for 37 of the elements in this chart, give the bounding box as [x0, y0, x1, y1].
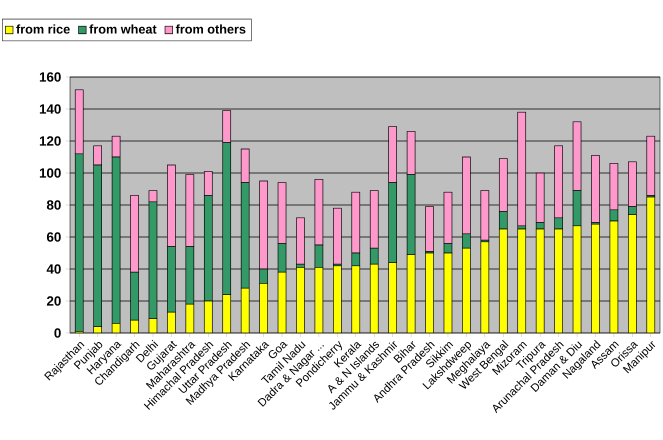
y-tick-label: 20 — [46, 296, 61, 306]
bar — [628, 214, 637, 333]
y-tick-label: 60 — [46, 232, 61, 242]
legend-label: from others — [176, 24, 246, 34]
bar — [314, 267, 324, 333]
y-tick-label: 40 — [46, 264, 61, 274]
bar — [167, 312, 176, 333]
bar — [425, 206, 434, 252]
bar — [204, 300, 213, 333]
bar — [186, 304, 194, 333]
bar — [480, 241, 490, 333]
y-tick-label: 0 — [54, 328, 61, 338]
y-tick-label: 140 — [40, 104, 61, 114]
bar — [610, 220, 618, 333]
bar — [388, 262, 397, 333]
legend-label: from rice — [16, 24, 70, 34]
bar — [296, 217, 305, 265]
bar — [333, 208, 342, 265]
y-tick-label: 100 — [40, 168, 61, 178]
bar — [406, 254, 416, 333]
y-tick-label: 80 — [46, 200, 61, 210]
bar — [222, 294, 232, 333]
legend-label: from wheat — [89, 24, 157, 34]
y-tick-label: 120 — [40, 136, 61, 146]
bar — [351, 265, 360, 333]
bar — [240, 288, 250, 333]
bar — [517, 228, 526, 333]
bar — [259, 283, 268, 333]
bar — [646, 196, 656, 333]
bar — [517, 112, 526, 226]
bar — [498, 228, 508, 333]
bar — [333, 265, 342, 333]
y-tick-label: 160 — [40, 72, 61, 82]
bar — [370, 264, 379, 333]
bar — [536, 228, 544, 333]
bar — [554, 228, 563, 333]
bar — [462, 248, 471, 333]
